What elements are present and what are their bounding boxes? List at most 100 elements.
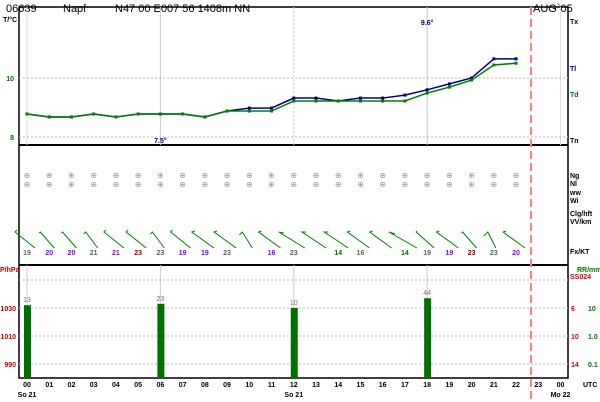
gust-value: 19: [201, 250, 209, 257]
data-point-tl: [492, 57, 496, 61]
cloud-symbol: ⊕: [513, 180, 520, 189]
cloud-symbol: ⊕: [68, 180, 75, 189]
x-tick-label: 05: [134, 382, 142, 389]
cloud-symbol: ⊕: [24, 171, 31, 180]
wind-barb: [415, 230, 435, 249]
wind-barb: [322, 231, 349, 249]
data-point-td: [270, 109, 274, 113]
row-label: Nl: [570, 181, 577, 188]
x-tick-label: 00: [23, 382, 31, 389]
wind-barb: [103, 229, 125, 249]
y-axis-label: T/°C: [3, 16, 17, 24]
wind-barb: [300, 231, 327, 249]
wind-barb: [483, 231, 497, 249]
station-location: N47 00 E007 56 1408m NN: [115, 3, 251, 15]
gust-value: 14: [401, 250, 409, 257]
precip-bar: [157, 303, 165, 378]
data-point-td: [69, 115, 73, 119]
wind-barb: [169, 229, 191, 249]
row-label: Ng: [570, 173, 579, 180]
cloud-symbol: ⊕: [268, 180, 275, 189]
data-point-td: [425, 91, 429, 95]
pressure-tick-label: 990: [4, 362, 16, 369]
wind-barb: [501, 230, 526, 249]
cloud-symbol: ⊕: [157, 180, 164, 189]
data-point-td: [47, 115, 51, 119]
cloud-symbol: ⊕: [24, 180, 31, 189]
cloud-symbol: ⊕: [335, 171, 342, 180]
gust-value: 16: [357, 250, 365, 257]
day-label: Mo 22: [551, 392, 571, 399]
x-tick-label: 10: [245, 382, 253, 389]
bar-label: 10: [290, 300, 298, 307]
x-tick-label: 08: [201, 382, 209, 389]
cloud-symbol: ⊕: [468, 171, 475, 180]
pressure-tick-label: 1010: [0, 334, 16, 341]
data-point-td: [381, 99, 385, 103]
x-tick-label: 14: [334, 382, 342, 389]
x-tick-label: 07: [179, 382, 187, 389]
x-tick-label: 17: [401, 382, 409, 389]
wind-barb: [212, 230, 237, 249]
wind-barb: [238, 231, 253, 249]
x-unit-label: UTC: [583, 382, 597, 389]
gust-value: 19: [423, 250, 431, 257]
data-point-td: [136, 112, 140, 116]
row-label: Wi: [570, 198, 579, 205]
wind-barb: [257, 230, 281, 249]
gust-value: 23: [223, 250, 231, 257]
wind-barb: [125, 229, 147, 249]
cloud-symbol: ⊕: [135, 180, 142, 189]
wind-barb: [346, 230, 370, 249]
data-point-td: [92, 112, 96, 116]
x-tick-label: 09: [223, 382, 231, 389]
cloud-symbol: ⊕: [113, 180, 120, 189]
cloud-symbol: ⊕: [402, 171, 409, 180]
data-point-td: [247, 109, 251, 113]
cloud-symbol: ⊕: [224, 180, 231, 189]
cloud-symbol: ⊕: [135, 171, 142, 180]
data-point-td: [447, 85, 451, 89]
wind-barb: [278, 231, 306, 249]
legend-tl: Tl: [570, 66, 576, 73]
x-tick-label: 06: [156, 382, 164, 389]
gust-value: 21: [90, 250, 98, 257]
row-label: Fx/KT: [570, 249, 590, 256]
gust-value: 19: [445, 250, 453, 257]
bar-label: 13: [23, 297, 31, 304]
cloud-symbol: ⊕: [157, 171, 164, 180]
day-label: So 21: [284, 392, 303, 399]
cloud-symbol: ⊕: [357, 171, 364, 180]
gust-value: 23: [156, 250, 164, 257]
wind-barb: [435, 230, 459, 249]
data-point-td: [403, 99, 407, 103]
data-point-tl: [270, 106, 274, 110]
station-name: Napf: [63, 3, 87, 15]
data-point-tl: [403, 93, 407, 97]
wind-barb: [368, 230, 392, 249]
wind-barb: [61, 231, 77, 249]
ss024-tick: 6: [571, 306, 575, 313]
data-point-tl: [470, 76, 474, 80]
max-temp-annotation: 9.6°: [421, 19, 434, 27]
precip-bar: [290, 308, 298, 378]
wind-barb: [38, 231, 55, 249]
data-point-td: [358, 99, 362, 103]
wind-barb: [83, 231, 99, 249]
gust-value: 19: [179, 250, 187, 257]
cloud-symbol: ⊕: [268, 171, 275, 180]
x-tick-label: 01: [45, 382, 53, 389]
wind-barb: [150, 231, 165, 249]
data-point-td: [492, 63, 496, 67]
cloud-symbol: ⊕: [246, 180, 253, 189]
data-point-td: [181, 112, 185, 116]
cloud-symbol: ⊕: [379, 180, 386, 189]
cloud-symbol: ⊕: [424, 180, 431, 189]
cloud-symbol: ⊕: [357, 180, 364, 189]
cloud-symbol: ⊕: [224, 171, 231, 180]
gust-value: 20: [45, 250, 53, 257]
legend-td: Td: [570, 92, 579, 99]
row-label: Clg/hft: [570, 211, 593, 218]
row-label: ww: [569, 190, 581, 197]
